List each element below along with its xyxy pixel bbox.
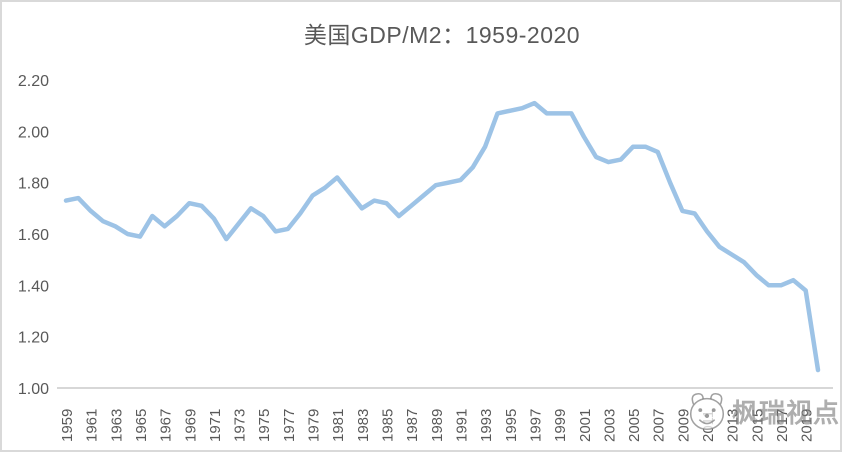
- x-axis-tick-label: 1983: [355, 409, 372, 442]
- x-axis-tick-label: 2005: [626, 409, 643, 442]
- x-axis-tick-label: 1961: [84, 409, 101, 442]
- x-axis-tick-label: 1959: [59, 409, 76, 442]
- x-axis-tick-label: 1977: [281, 409, 298, 442]
- x-axis-tick-label: 2009: [675, 409, 692, 442]
- y-axis-tick-label: 2.20: [18, 73, 49, 90]
- x-axis-tick-label: 1965: [133, 409, 150, 442]
- x-axis-tick-label: 2017: [774, 409, 791, 442]
- x-axis-tick-label: 1971: [207, 409, 224, 442]
- x-axis-tick-label: 1987: [404, 409, 421, 442]
- y-axis-tick-label: 1.60: [18, 227, 49, 244]
- x-axis-tick-label: 1975: [256, 409, 273, 442]
- y-axis-tick-label: 1.20: [18, 330, 49, 347]
- x-axis-tick-label: 2007: [651, 409, 668, 442]
- x-axis-tick-label: 1967: [158, 409, 175, 442]
- y-axis-tick-label: 1.00: [18, 381, 49, 398]
- x-axis-tick-label: 1973: [232, 409, 249, 442]
- x-axis-tick-label: 2003: [601, 409, 618, 442]
- x-axis-tick-label: 1985: [380, 409, 397, 442]
- y-axis-tick-label: 1.40: [18, 278, 49, 295]
- x-axis-tick-label: 1991: [453, 409, 470, 442]
- x-axis-tick-label: 1979: [306, 409, 323, 442]
- x-axis-tick-label: 1997: [527, 409, 544, 442]
- y-axis-tick-label: 1.80: [18, 176, 49, 193]
- chart-title: 美国GDP/M2：1959-2020: [303, 22, 581, 48]
- x-axis-tick-label: 2013: [725, 409, 742, 442]
- gdp-m2-line: [63, 100, 821, 373]
- x-axis-tick-label: 2011: [700, 410, 717, 442]
- x-axis-tick-label: 2019: [799, 409, 816, 442]
- x-axis-tick-label: 1999: [552, 409, 569, 442]
- x-axis-tick-label: 1993: [478, 409, 495, 442]
- x-axis-tick-label: 2001: [577, 409, 594, 442]
- x-axis-tick-label: 1995: [503, 409, 520, 442]
- y-axis-tick-label: 2.00: [18, 124, 49, 141]
- x-axis-tick-label: 1981: [330, 409, 347, 442]
- x-axis-tick-label: 1963: [108, 409, 125, 442]
- x-axis-tick-label: 1989: [429, 409, 446, 442]
- x-axis-tick-label: 2015: [749, 409, 766, 442]
- x-axis-tick-label: 1969: [182, 409, 199, 442]
